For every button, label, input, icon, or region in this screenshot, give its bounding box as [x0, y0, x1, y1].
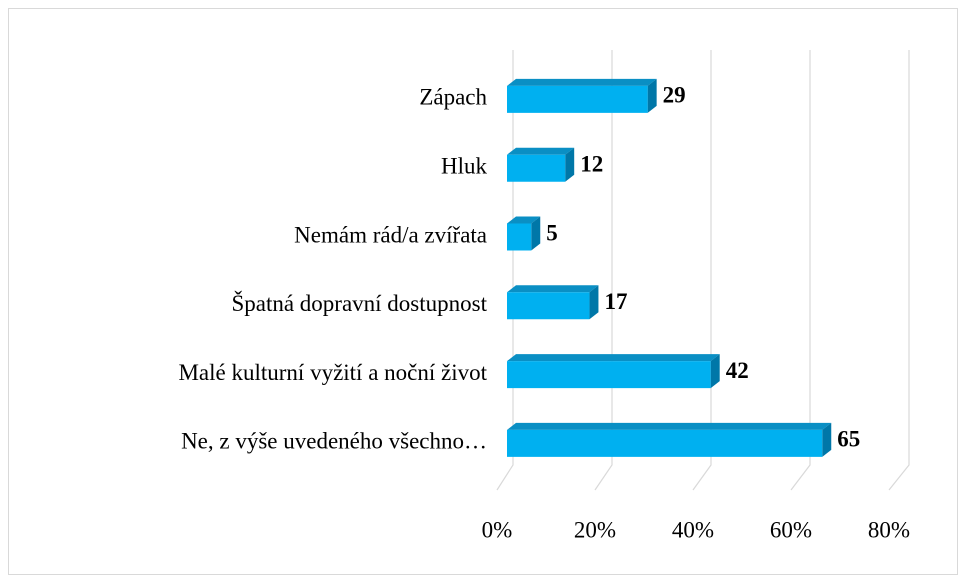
data-label: 65 [837, 427, 860, 452]
x-tick-label: 20% [574, 517, 616, 542]
grid-line [594, 50, 613, 491]
bar-top [507, 216, 541, 224]
grid-line [888, 50, 910, 491]
bar [507, 78, 657, 113]
bar [507, 285, 599, 320]
bar-front [507, 223, 532, 251]
bar [507, 354, 720, 389]
x-tick-label: 40% [672, 517, 714, 542]
x-tick-label: 0% [482, 517, 513, 542]
bar-side [710, 354, 720, 389]
bar-side [565, 147, 575, 182]
bar-front [507, 292, 590, 320]
category-label: Zápach [419, 85, 487, 110]
data-label: 12 [580, 151, 603, 176]
grid-line [790, 50, 811, 491]
bar-front [507, 429, 823, 457]
data-label: 29 [663, 83, 686, 108]
data-label: 17 [604, 289, 627, 314]
bar-front [507, 154, 566, 182]
category-label: Nemám rád/a zvířata [294, 222, 487, 247]
bar-front [507, 361, 711, 389]
bar-side [531, 216, 541, 251]
data-label: 5 [546, 220, 558, 245]
bar-top [507, 285, 599, 293]
bar [507, 216, 541, 251]
bar-top [507, 147, 575, 155]
bar [507, 147, 575, 182]
x-tick-label: 80% [868, 517, 910, 542]
bar-top [507, 422, 832, 430]
bar [507, 422, 832, 457]
category-label: Malé kulturní vyžití a noční život [178, 360, 487, 385]
bar-side [589, 285, 599, 320]
x-tick-label: 60% [770, 517, 812, 542]
data-label: 42 [726, 358, 749, 383]
grid-line [496, 50, 514, 491]
bar-front [507, 85, 648, 113]
bar-side [647, 78, 657, 113]
category-label: Ne, z výše uvedeného všechno… [181, 429, 487, 454]
grid-line [692, 50, 712, 491]
bar-top [507, 78, 657, 86]
category-label: Špatná dopravní dostupnost [231, 290, 487, 316]
bar-top [507, 354, 720, 362]
bar-side [822, 422, 832, 457]
category-label: Hluk [441, 153, 488, 178]
chart-border [8, 8, 958, 575]
